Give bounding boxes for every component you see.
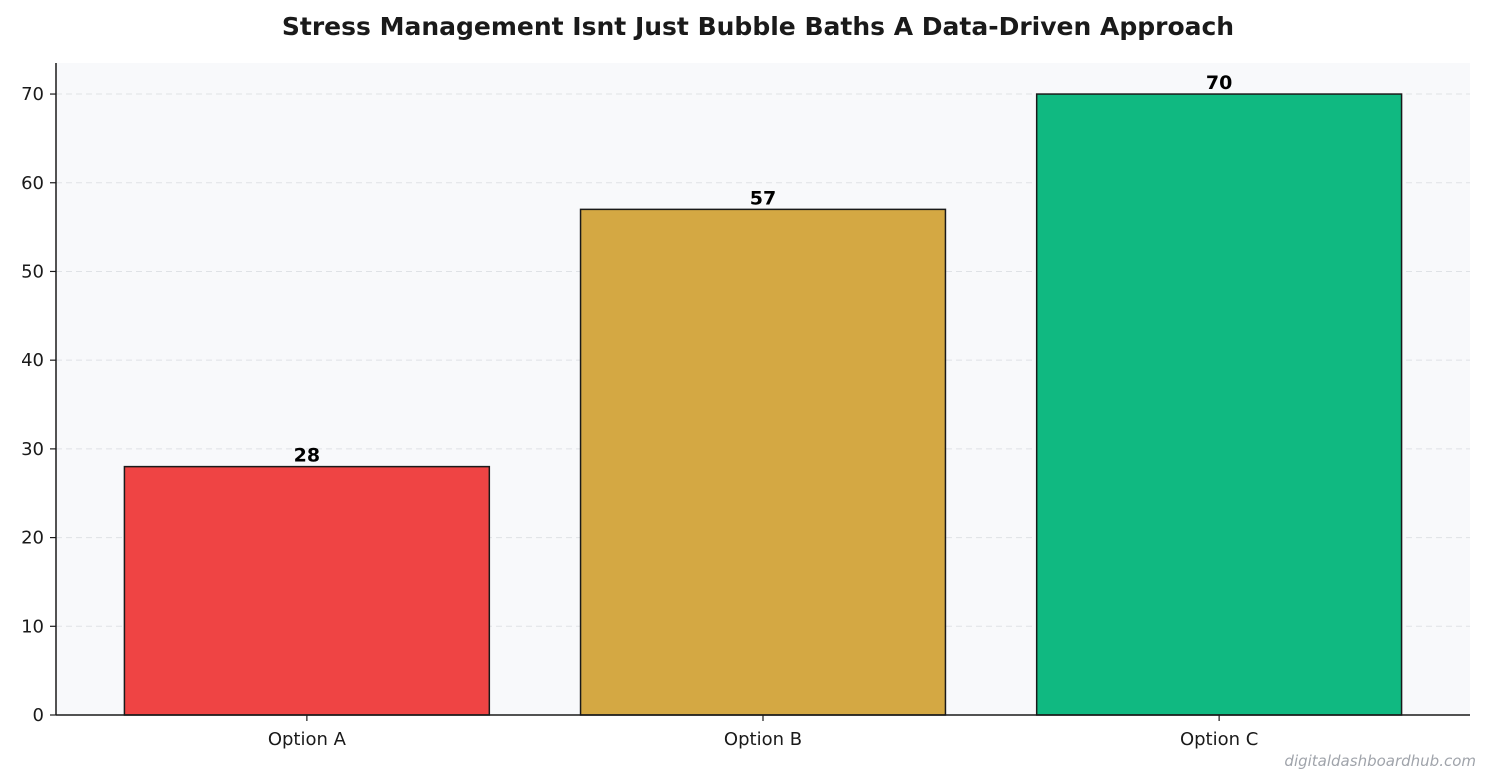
- y-tick-label: 0: [33, 705, 44, 726]
- bar-option-c: [1035, 93, 1403, 716]
- y-tick-label: 20: [21, 528, 44, 549]
- y-tick-label: 50: [21, 261, 44, 282]
- y-tick-label: 10: [21, 616, 44, 637]
- watermark-text: digitaldashboardhub.com: [1284, 752, 1476, 770]
- x-tick-label: Option A: [268, 729, 347, 750]
- data-labels: 28 57 70: [294, 72, 1233, 467]
- x-tick-label: Option B: [724, 729, 802, 750]
- y-tick-label: 70: [21, 84, 44, 105]
- data-label: 57: [750, 187, 776, 209]
- y-tick-label: 60: [21, 173, 44, 194]
- chart-title: Stress Management Isnt Just Bubble Baths…: [282, 12, 1234, 41]
- data-label: 28: [294, 445, 320, 467]
- axes: Option A Option B Option C 0 10 20 30 40 50 60 70: [21, 63, 1470, 750]
- x-tick-label: Option C: [1180, 729, 1258, 750]
- bar-option-a: [123, 465, 491, 716]
- y-tick-label: 40: [21, 350, 44, 371]
- data-label: 70: [1206, 72, 1232, 94]
- y-tick-label: 30: [21, 439, 44, 460]
- bars: [123, 93, 1403, 716]
- bar-option-b: [579, 208, 947, 716]
